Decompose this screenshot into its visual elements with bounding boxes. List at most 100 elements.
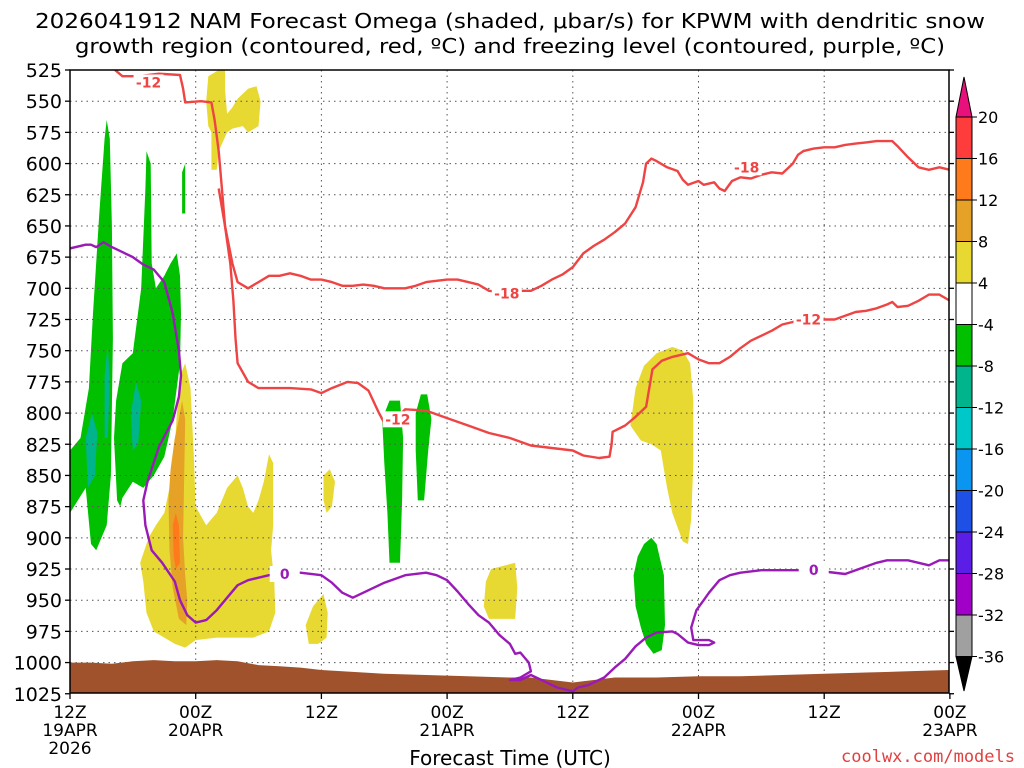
y-tick-label-850: 850 <box>26 465 62 487</box>
y-tick-label-825: 825 <box>26 434 62 456</box>
contour-label-minus12-1: -12 <box>385 412 410 428</box>
y-tick-label-700: 700 <box>26 278 62 300</box>
colorbar-label-0: 20 <box>978 108 998 127</box>
y-tick-label-725: 725 <box>26 310 62 332</box>
terrain-fill <box>70 660 949 693</box>
x-tick-label-60-1: 00Z <box>682 703 715 723</box>
colorbar-label-10: -24 <box>978 523 1004 542</box>
x-tick-label-24-1: 12Z <box>305 703 338 723</box>
colorbar-segment-5 <box>955 324 973 367</box>
colorbar-label-9: -20 <box>978 482 1004 501</box>
contour-label-freezing-0: 0 <box>280 567 290 583</box>
contour-label-bg-minus12-1 <box>382 411 413 428</box>
y-tick-label-875: 875 <box>26 497 62 519</box>
contour-line-minus18 <box>217 139 949 294</box>
y-tick-label-900: 900 <box>26 528 62 550</box>
y-tick-label-800: 800 <box>26 403 62 425</box>
contour-label-minus12-2: -12 <box>796 313 821 329</box>
y-tick-label-575: 575 <box>26 122 62 144</box>
contour-label-minus18-1: -18 <box>734 160 759 176</box>
x-tick-label-0-2: 19APR <box>42 721 98 741</box>
y-tick-label-525: 525 <box>26 60 62 82</box>
x-tick-label-84-1: 00Z <box>933 703 966 723</box>
x-tick-label-0-1: 12Z <box>53 703 86 723</box>
colorbar-segment-1 <box>955 158 973 201</box>
colorbar-segment-0 <box>955 116 973 159</box>
y-tick-label-750: 750 <box>26 341 62 363</box>
colorbar-label-3: 8 <box>978 233 988 252</box>
contour-label-bg-minus12-0 <box>133 74 164 91</box>
x-tick-label-84-2: 23APR <box>922 721 978 741</box>
x-axis-label: Forecast Time (UTC) <box>409 746 611 768</box>
credit-text: coolwx.com/models <box>841 747 1015 767</box>
y-tick-label-675: 675 <box>26 247 62 269</box>
y-tick-label-650: 650 <box>26 216 62 238</box>
colorbar-segment-2 <box>955 199 973 242</box>
x-tick-label-48-1: 12Z <box>556 703 589 723</box>
omega-region-6 <box>85 413 98 488</box>
contour-label-bg-minus18-0 <box>491 285 522 302</box>
omega-region-2 <box>182 163 186 214</box>
omega-region-8 <box>104 344 110 438</box>
colorbar-label-4: 4 <box>978 274 988 293</box>
y-tick-label-1025: 1025 <box>14 684 62 706</box>
x-tick-label-12-1: 00Z <box>179 703 212 723</box>
colorbar-label-11: -28 <box>978 565 1004 584</box>
colorbar: 20 16 12 8 4 -4 -8 -12 -16 -20 -24 -28 -32 -36 <box>955 76 1004 692</box>
colorbar-label-2: 12 <box>978 191 998 210</box>
colorbar-segment-8 <box>955 448 973 491</box>
colorbar-segment-11 <box>955 573 973 616</box>
y-tick-label-550: 550 <box>26 91 62 113</box>
colorbar-label-13: -36 <box>978 648 1004 667</box>
colorbar-segment-7 <box>955 407 973 450</box>
chart-title-line-2: growth region (contoured, red, ºC) and f… <box>75 34 945 58</box>
y-tick-label-1000: 1000 <box>14 653 62 675</box>
chart-title-line-1: 2026041912 NAM Forecast Omega (shaded, μ… <box>35 9 985 33</box>
y-axis: 525 550 575 600 625 650 675 700 725 750 775 800 825 8… <box>14 60 954 706</box>
contour-line-freezing <box>70 241 949 693</box>
contour-label-freezing-1: 0 <box>809 563 819 579</box>
colorbar-segment-4 <box>955 282 973 325</box>
omega-region-3 <box>382 400 404 563</box>
colorbar-label-8: -16 <box>978 440 1004 459</box>
colorbar-label-6: -8 <box>978 357 994 376</box>
colorbar-label-5: -4 <box>978 316 994 335</box>
y-tick-label-950: 950 <box>26 590 62 612</box>
colorbar-label-12: -32 <box>978 606 1004 625</box>
omega-shading-layer <box>70 70 694 654</box>
omega-region-5 <box>633 537 665 654</box>
omega-region-15 <box>168 400 188 626</box>
colorbar-label-1: 16 <box>978 150 998 169</box>
omega-region-7 <box>130 381 142 451</box>
y-tick-label-925: 925 <box>26 559 62 581</box>
contour-label-bg-freezing-0 <box>269 565 300 582</box>
colorbar-segment-6 <box>955 365 973 408</box>
terrain-layer <box>70 660 949 693</box>
colorbar-bottom-arrow <box>955 656 973 692</box>
omega-region-4 <box>415 394 432 501</box>
contour-line-minus12 <box>114 70 949 460</box>
x-tick-label-60-2: 22APR <box>671 721 727 741</box>
contour-label-minus12-0: -12 <box>136 75 161 91</box>
y-tick-label-975: 975 <box>26 621 62 643</box>
x-tick-label-0-3: 2026 <box>48 739 91 759</box>
x-tick-label-72-1: 12Z <box>808 703 841 723</box>
omega-region-14 <box>630 346 694 544</box>
y-tick-label-625: 625 <box>26 185 62 207</box>
omega-region-16 <box>172 512 180 569</box>
x-tick-label-12-2: 20APR <box>168 721 224 741</box>
contour-label-minus18-0: -18 <box>494 286 519 302</box>
contour-label-bg-freezing-1 <box>798 562 829 579</box>
x-tick-label-36-1: 00Z <box>430 703 463 723</box>
contour-label-bg-minus12-2 <box>793 311 824 328</box>
colorbar-segment-9 <box>955 490 973 533</box>
colorbar-segment-3 <box>955 241 973 284</box>
plot-area <box>70 70 949 693</box>
x-tick-label-36-2: 21APR <box>419 721 475 741</box>
omega-region-1 <box>114 151 181 507</box>
omega-region-0 <box>70 119 113 551</box>
y-tick-label-600: 600 <box>26 154 62 176</box>
contour-layer <box>70 70 949 693</box>
